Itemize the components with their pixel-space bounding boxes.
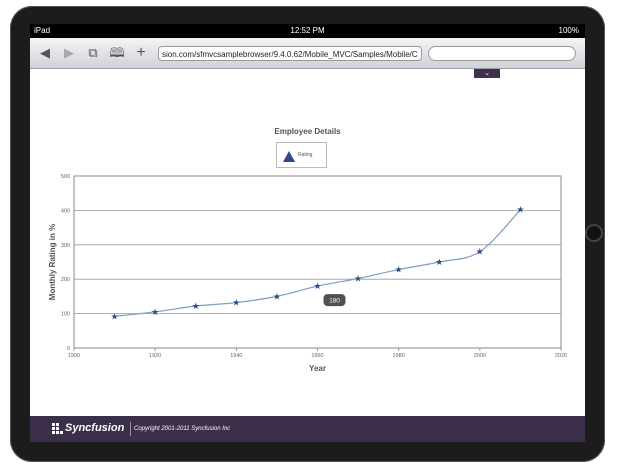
legend-label: Rating — [298, 152, 313, 158]
x-tick-label: 2020 — [555, 353, 567, 359]
line-chart: 0 100 200 300 400 500 1900 1920 1940 1960 1980 2000… — [48, 174, 567, 373]
data-point-star: ★ — [476, 248, 484, 258]
url-field[interactable]: sion.com/sfmvcsamplebrowser/9.4.0.62/Mob… — [158, 46, 422, 61]
add-icon[interactable]: + — [136, 44, 146, 61]
x-tick-label: 1900 — [68, 353, 80, 359]
data-point-star: ★ — [395, 266, 403, 276]
data-point-star: ★ — [151, 308, 159, 318]
x-axis-label: Year — [309, 364, 326, 373]
chevron-down-icon: ⌄ — [484, 70, 490, 77]
chart-title: Employee Details — [274, 127, 341, 136]
data-point-star: ★ — [111, 312, 119, 322]
bookmarks-icon[interactable]: 🕮 — [109, 45, 125, 60]
x-tick-label: 1920 — [149, 353, 161, 359]
data-point-star: ★ — [313, 282, 321, 292]
browser-toolbar: ◀ ▶ ⧉ 🕮 + sion.com/sfmvcsamplebrowser/9.… — [30, 38, 585, 69]
data-point-star: ★ — [232, 299, 240, 309]
status-bar: iPad 12:52 PM 100% — [30, 24, 585, 38]
battery-level: 100% — [558, 26, 579, 35]
device-name: iPad — [34, 26, 51, 35]
back-arrow-icon[interactable]: ◀ — [40, 45, 50, 60]
data-point-star: ★ — [435, 258, 443, 268]
y-axis-label: Monthly Rating in % — [48, 224, 57, 300]
y-tick-label: 300 — [61, 243, 70, 249]
data-point-star: ★ — [192, 302, 200, 312]
data-point-star: ★ — [516, 206, 524, 216]
plot-area — [73, 175, 562, 349]
home-button[interactable] — [585, 224, 603, 242]
y-tick-label: 400 — [61, 208, 70, 214]
x-tick-label: 1980 — [393, 353, 405, 359]
data-point-star: ★ — [354, 275, 362, 285]
copyright-text: Copyright 2001-2011 Syncfusion Inc — [134, 426, 231, 432]
footer: Syncfusion Copyright 2001-2011 Syncfusio… — [30, 416, 585, 442]
x-tick-label: 1960 — [311, 353, 323, 359]
data-point-star: ★ — [273, 292, 281, 302]
triangle-marker-icon — [283, 151, 295, 162]
y-tick-label: 100 — [61, 312, 70, 318]
y-tick-label: 0 — [67, 346, 70, 352]
x-tick-label: 2000 — [474, 353, 486, 359]
tooltip-text: 180 — [329, 298, 340, 305]
brand-name: Syncfusion — [65, 422, 125, 434]
logo-mark-icon — [52, 423, 63, 434]
series-line — [114, 209, 521, 317]
chart-legend: Rating — [276, 142, 327, 168]
dropdown-toggle[interactable]: ⌄ — [474, 69, 500, 78]
tooltip-box — [323, 294, 346, 307]
forward-arrow-icon[interactable]: ▶ — [64, 45, 74, 60]
y-tick-label: 200 — [61, 277, 70, 283]
footer-divider — [130, 422, 131, 436]
search-field[interactable] — [428, 46, 576, 61]
status-time: 12:52 PM — [290, 26, 325, 35]
y-tick-label: 500 — [61, 174, 70, 180]
pages-icon[interactable]: ⧉ — [88, 45, 98, 60]
screen: iPad 12:52 PM 100% ◀ ▶ ⧉ 🕮 + sion.com/sf… — [30, 24, 585, 442]
x-tick-label: 1940 — [230, 353, 242, 359]
